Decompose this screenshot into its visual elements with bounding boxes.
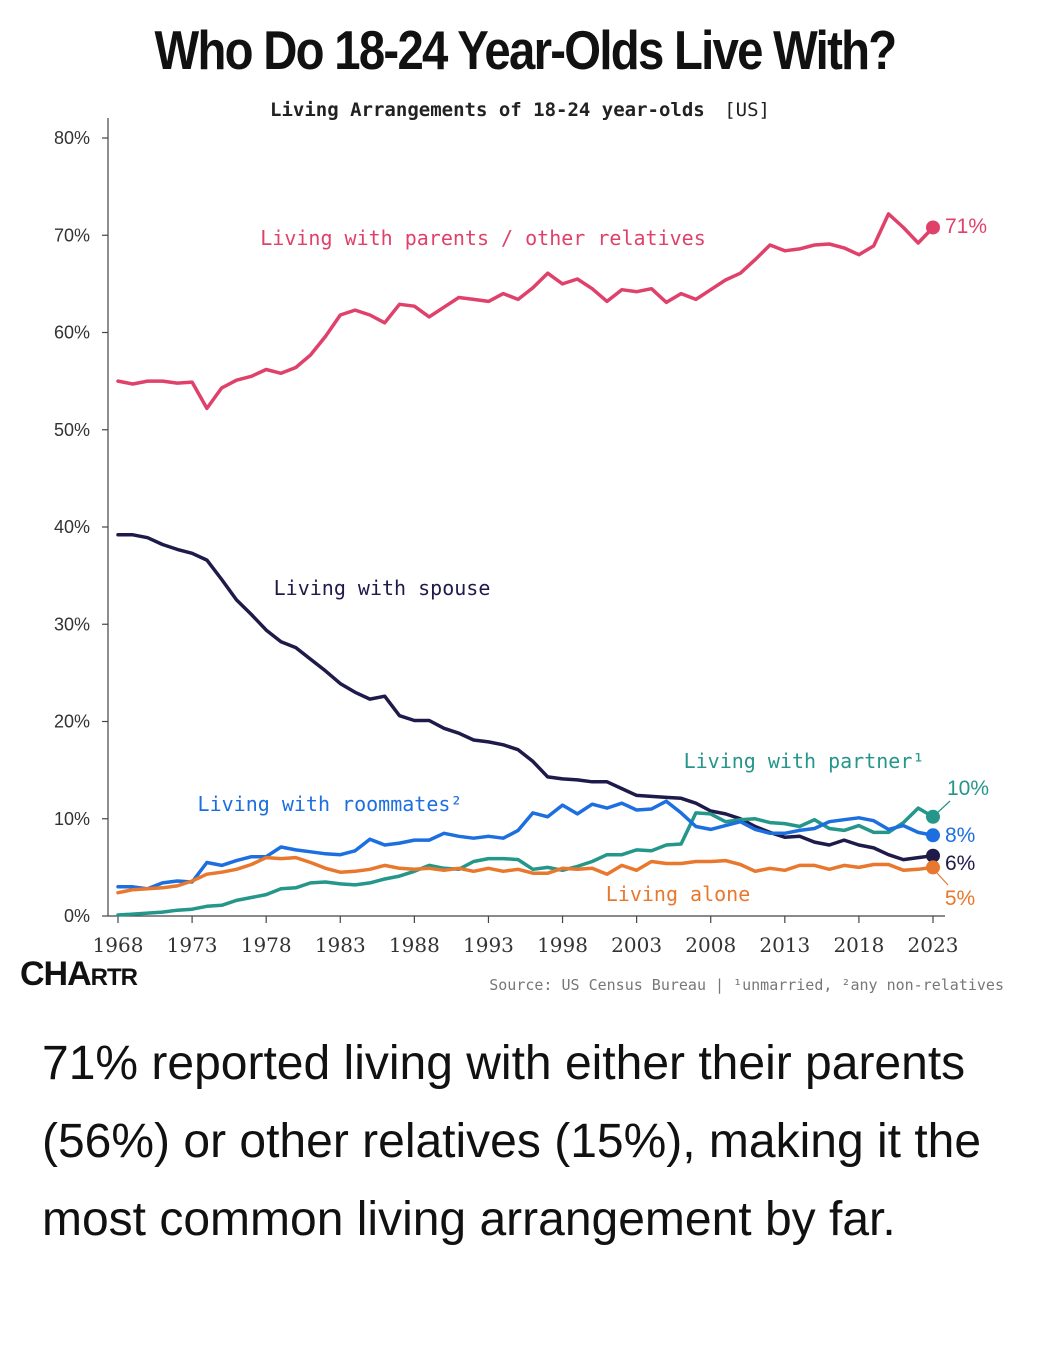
- y-tick-label: 60%: [54, 323, 90, 343]
- series-end-marker: [926, 828, 940, 843]
- series-name-label: Living with partner¹: [684, 749, 925, 773]
- series-line-living-with-partner: [116, 806, 935, 917]
- x-tick-label: 1993: [463, 933, 514, 957]
- x-tick-label: 2023: [908, 933, 959, 957]
- series-line-living-with-parents-other-relatives: [116, 212, 935, 411]
- series-end-label: 5%: [945, 887, 975, 910]
- chart-source: Source: US Census Bureau | ¹unmarried, ²…: [489, 976, 1004, 994]
- series-name-label: Living with parents / other relatives: [260, 226, 706, 250]
- brand-logo-big: CHA: [20, 955, 92, 993]
- caption-text: 71% reported living with either their pa…: [42, 1037, 982, 1246]
- x-tick-label: 1983: [315, 933, 366, 957]
- y-tick-label: 30%: [54, 614, 90, 634]
- brand-logo-small: RTR: [90, 964, 138, 991]
- series-end-marker: [926, 848, 940, 863]
- end-label-leader: [936, 872, 949, 886]
- y-tick-label: 0%: [64, 906, 90, 926]
- chart-subtitle: Living Arrangements of 18-24 year-olds […: [270, 99, 770, 121]
- y-tick-label: 80%: [54, 128, 90, 148]
- axes: 0% 10% 20% 30% 40% 50% 60% 70% 80% 1968 1973 1978 19…: [54, 118, 958, 957]
- series-name-label: Living alone: [606, 882, 751, 906]
- chart-subtitle-text: Living Arrangements of 18-24 year-olds: [270, 99, 705, 121]
- line-chart: Living Arrangements of 18-24 year-olds […: [54, 99, 1004, 994]
- series-end-label: 71%: [945, 215, 987, 238]
- y-tick-label: 40%: [54, 517, 90, 537]
- series-labels: Living with parents / other relatives 71%…: [198, 215, 989, 910]
- page-title: Who Do 18-24 Year-Olds Live With?: [154, 19, 898, 81]
- x-tick-label: 2013: [759, 933, 810, 957]
- x-tick-label: 1973: [167, 933, 218, 957]
- brand-logo: CHARTR: [20, 955, 138, 994]
- x-tick-label: 1988: [389, 933, 440, 957]
- series-line-living-with-spouse: [116, 533, 935, 862]
- series-lines: [116, 212, 940, 917]
- series-name-label: Living with spouse: [274, 576, 491, 600]
- series-end-marker: [926, 220, 940, 235]
- x-tick-label: 2008: [685, 933, 736, 957]
- x-tick-label: 2003: [611, 933, 662, 957]
- end-label-leader: [935, 800, 951, 815]
- x-tick-label: 1978: [241, 933, 292, 957]
- y-tick-label: 70%: [54, 225, 90, 245]
- x-tick-label: 1998: [537, 933, 588, 957]
- series-line-living-alone: [116, 855, 935, 895]
- series-end-marker: [926, 860, 940, 875]
- y-tick-label: 20%: [54, 712, 90, 732]
- y-tick-label: 50%: [54, 420, 90, 440]
- y-tick-label: 10%: [54, 809, 90, 829]
- x-tick-label: 2018: [833, 933, 884, 957]
- chart-subtitle-tag: [US]: [724, 99, 770, 121]
- series-name-label: Living with roommates²: [198, 792, 463, 816]
- x-tick-label: 1968: [93, 933, 144, 957]
- series-end-label: 6%: [945, 852, 975, 875]
- series-end-label: 8%: [945, 824, 975, 847]
- series-line-living-with-roommates: [116, 799, 935, 891]
- series-end-label: 10%: [947, 777, 989, 800]
